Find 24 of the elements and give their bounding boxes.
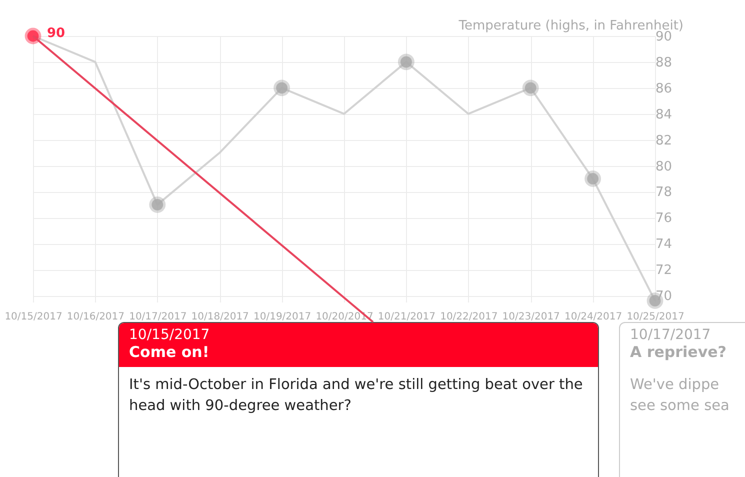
x-tick-label: 10/23/2017 [502,312,560,322]
data-label: 90 [47,26,66,41]
x-tick-label: 10/16/2017 [66,312,125,322]
x-tick-label: 10/22/2017 [440,312,498,322]
y-tick-label: 78 [656,185,672,200]
y-tick-label: 76 [656,211,672,226]
y-tick-label: 90 [656,30,672,44]
y-tick-label: 88 [656,55,672,70]
y-tick-label: 72 [656,263,672,278]
x-tick-label: 10/17/2017 [129,312,187,322]
x-tick-label: 10/24/2017 [564,312,622,322]
y-tick-label: 86 [656,81,672,96]
y-tick-label: 80 [656,159,672,174]
x-tick-label: 10/19/2017 [253,312,312,322]
x-tick-label: 10/15/2017 [4,312,62,322]
y-tick-label: 82 [656,133,672,148]
x-tick-label: 10/25/2017 [626,312,684,322]
y-tick-label: 84 [656,107,672,122]
text: 10/17/2017 A reprieve? We've dippe see some sea [629,327,730,416]
y-tick-label: 70 [656,289,672,304]
x-tick-label: 10/18/2017 [191,312,249,322]
annotation: 10/15/2017 Come on! It's mid-October in Florida and we're still getting beat over the head with 90-degree weather? [128,327,584,416]
x-tick-label: 10/21/2017 [378,312,436,322]
y-tick-label: 74 [656,237,672,252]
